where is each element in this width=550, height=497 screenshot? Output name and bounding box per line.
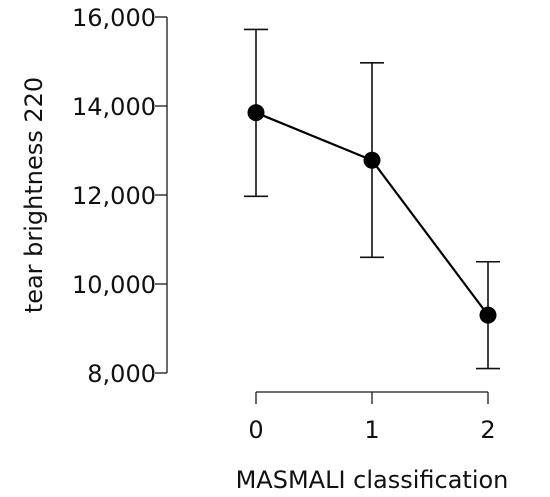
y-tick-label: 8,000 [87,360,156,388]
x-tick-label: 2 [480,416,495,444]
data-point [479,306,497,324]
y-axis-title: tear brightness 220 [20,77,48,313]
y-tick-label: 12,000 [72,182,156,210]
y-ticks: 8,000 10,000 12,000 14,000 16,000 [72,4,167,388]
x-axis: 0 1 2 [248,391,496,444]
data-point [247,104,265,122]
y-tick-label: 10,000 [72,271,156,299]
x-axis-title: MASMALI classification [236,466,509,494]
x-ticks: 0 1 2 [248,392,496,444]
y-tick-label: 14,000 [72,93,156,121]
x-tick-label: 0 [248,416,263,444]
y-axis: 8,000 10,000 12,000 14,000 16,000 [72,4,168,388]
x-tick-label: 1 [364,416,379,444]
y-tick-label: 16,000 [72,4,156,32]
data-points [247,104,497,324]
data-point [363,151,381,169]
error-bars [244,28,500,370]
